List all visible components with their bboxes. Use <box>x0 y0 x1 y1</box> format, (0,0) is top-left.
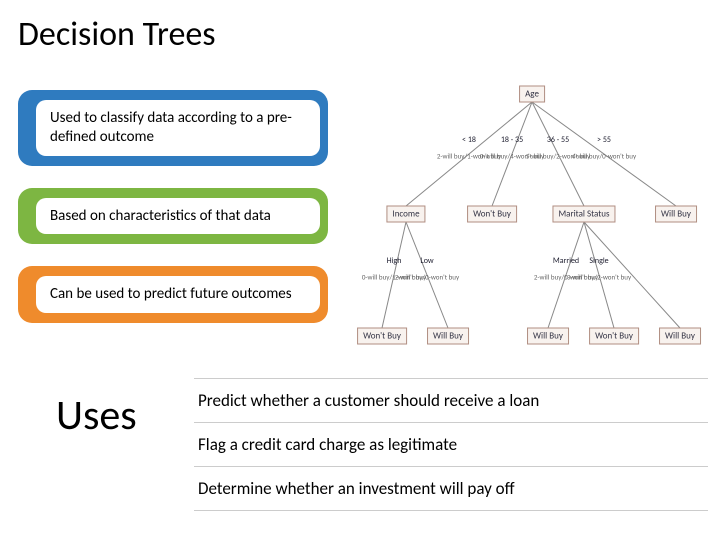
tree-node: Age <box>519 86 545 103</box>
tree-node: Will Buy <box>659 328 701 345</box>
uses-heading: Uses <box>56 390 137 441</box>
edge-sublabel: 2-will buy/0-won't buy <box>395 273 459 282</box>
pill-characteristics: Based on characteristics of that data <box>18 188 328 245</box>
uses-item: Determine whether an investment will pay… <box>194 466 708 511</box>
edge-label: High <box>387 256 402 266</box>
edge-sublabel: 3-will buy/2-won't buy <box>567 273 631 282</box>
edge-label: 36 - 55 <box>547 135 569 145</box>
edge-label: Single <box>589 256 608 266</box>
tree-node: Won't Buy <box>357 328 407 345</box>
uses-list: Predict whether a customer should receiv… <box>194 378 708 511</box>
tree-node: Won't Buy <box>467 206 517 223</box>
decision-tree-diagram: < 182-will buy/1-won't buy18 - 350-will … <box>352 78 712 368</box>
tree-node: Will Buy <box>527 328 569 345</box>
uses-item: Predict whether a customer should receiv… <box>194 378 708 422</box>
edge-label: Married <box>553 256 579 266</box>
pill-predict: Can be used to predict future outcomes <box>18 266 328 323</box>
pill-list: Used to classify data according to a pre… <box>18 90 328 345</box>
tree-node: Will Buy <box>655 206 697 223</box>
pill-classify: Used to classify data according to a pre… <box>18 90 328 166</box>
edge-sublabel: 4-will buy/0-won't buy <box>572 152 636 161</box>
page-title: Decision Trees <box>0 0 720 55</box>
edge-label: 18 - 35 <box>501 135 523 145</box>
pill-text: Can be used to predict future outcomes <box>36 276 320 313</box>
edge-label: < 18 <box>462 135 476 145</box>
tree-node: Marital Status <box>552 206 615 223</box>
tree-node: Won't Buy <box>589 328 639 345</box>
tree-node: Income <box>386 206 425 223</box>
edge-label: > 55 <box>597 135 611 145</box>
tree-node: Will Buy <box>427 328 469 345</box>
edge-label: Low <box>420 256 433 266</box>
pill-text: Based on characteristics of that data <box>36 198 320 235</box>
uses-item: Flag a credit card charge as legitimate <box>194 422 708 466</box>
pill-text: Used to classify data according to a pre… <box>36 100 320 156</box>
